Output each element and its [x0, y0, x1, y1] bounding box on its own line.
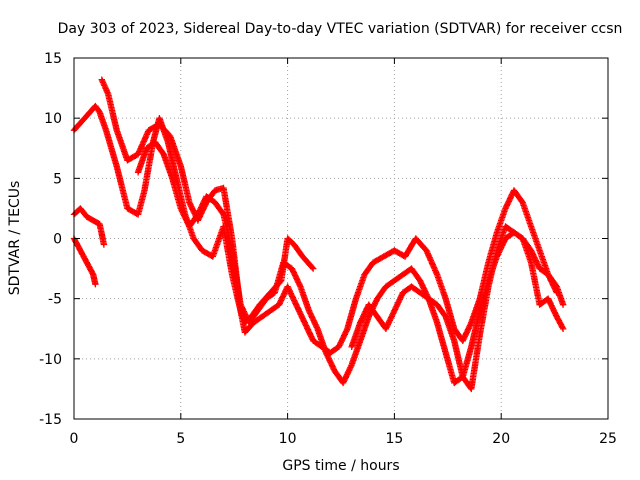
- x-tick-label: 5: [176, 431, 185, 447]
- x-tick-label: 0: [70, 431, 79, 447]
- series-trace-4: [348, 223, 567, 393]
- chart-title: Day 303 of 2023, Sidereal Day-to-day VTE…: [58, 21, 623, 37]
- axis-ticks: [73, 57, 609, 420]
- x-axis-label: GPS time / hours: [282, 458, 399, 474]
- axis-tick-labels: 0 5 10 15 20 25 -15 -10 -5 0 5 10 15: [39, 51, 617, 447]
- x-tick-label: 15: [385, 431, 403, 447]
- y-tick-label: -15: [39, 412, 62, 428]
- data-series: [70, 76, 567, 393]
- x-tick-label: 25: [599, 431, 617, 447]
- y-tick-label: -10: [39, 352, 62, 368]
- y-tick-label: 15: [44, 51, 62, 67]
- y-tick-label: -5: [48, 292, 62, 308]
- series-trace-6: [70, 235, 99, 288]
- y-axis-label: SDTVAR / TECUs: [7, 181, 23, 296]
- y-tick-label: 0: [53, 232, 62, 248]
- y-tick-label: 10: [44, 111, 62, 127]
- y-tick-label: 5: [53, 171, 62, 187]
- plot-grid: [73, 57, 609, 420]
- x-tick-label: 20: [492, 431, 510, 447]
- x-tick-label: 10: [279, 431, 297, 447]
